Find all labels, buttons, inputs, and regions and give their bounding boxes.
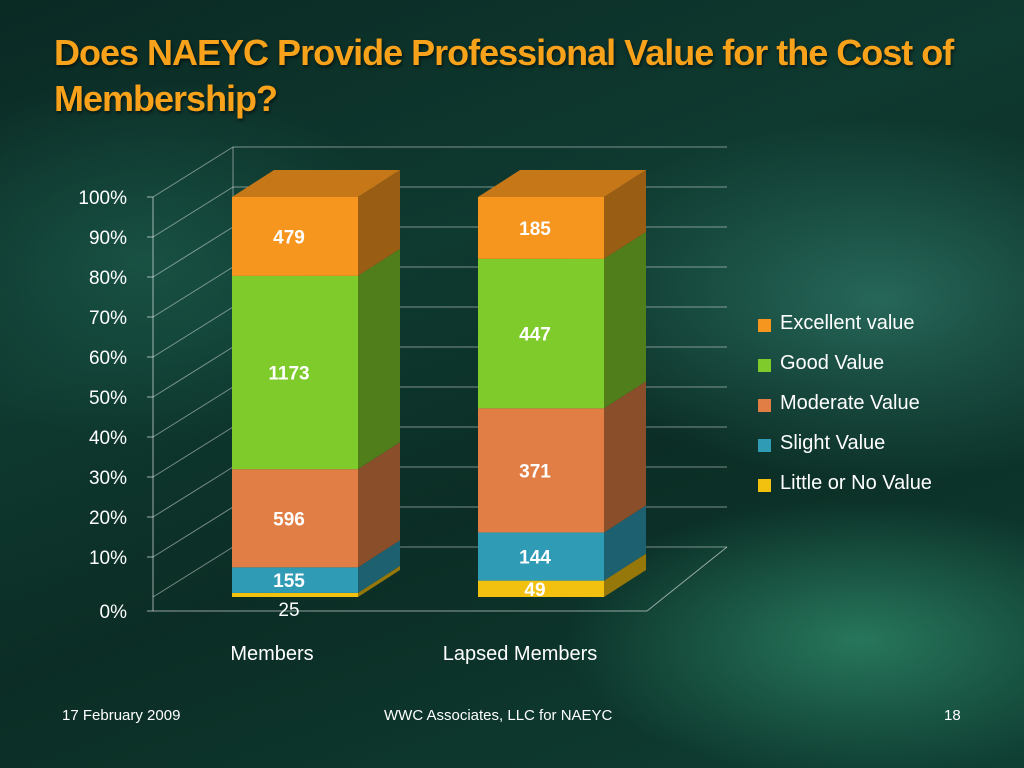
legend-label: Slight Value [780,432,886,454]
y-tick-label: 30% [89,468,127,489]
footer-attribution: WWC Associates, LLC for NAEYC [384,707,613,724]
data-label-moderate-value: 371 [519,461,551,482]
bar-side-excellent-value [358,170,400,276]
gridline-diagonal [152,386,234,438]
y-tick-label: 90% [89,228,127,249]
gridline-diagonal [152,146,234,198]
legend-label: Excellent value [780,312,915,334]
bar-side-little-or-no-value [604,553,646,597]
bar-side-little-or-no-value [358,565,400,597]
bar-side-good-value [358,248,400,470]
legend-label: Moderate Value [780,392,920,414]
gridline-diagonal [152,546,234,598]
bar-segment-moderate-value [232,469,358,568]
bar-top-excellent-value [478,170,646,197]
bar-segment-excellent-value [478,197,604,259]
page-number: 18 [944,707,961,724]
x-category-label: Lapsed Members [443,643,598,665]
gridline-diagonal [152,346,234,398]
y-tick-label: 100% [78,188,127,209]
legend-label: Good Value [780,352,885,374]
data-label-moderate-value: 596 [273,509,305,530]
y-tick-label: 0% [100,602,128,623]
data-label-good-value: 1173 [268,364,309,385]
legend-swatch [758,399,771,412]
bar-top-excellent-value [232,170,400,197]
bar-segment-little-or-no-value [232,592,358,597]
stacked-bar-chart: 0% 10% 20% 30% 40% 50% 60% 70% 80% 90% 100% 25 155 59… [78,146,728,665]
data-label-slight-value: 155 [273,571,305,592]
legend-swatch [758,319,771,332]
data-label-slight-value: 144 [519,548,551,569]
bar-segment-excellent-value [232,197,358,276]
y-tick-label: 20% [89,508,127,529]
y-tick-label: 70% [89,308,127,329]
bar-side-slight-value [604,505,646,581]
bar-side-moderate-value [358,442,400,568]
gridline-diagonal [152,506,234,558]
bar-side-excellent-value [604,170,646,259]
data-label-little-or-no-value: 25 [278,600,299,621]
gridline-diagonal [152,266,234,318]
gridline-diagonal [152,186,234,238]
legend-swatch [758,439,771,452]
bar-segment-slight-value [232,567,358,593]
bar-segment-good-value [232,275,358,470]
y-tick-label: 10% [89,548,127,569]
bar-segment-moderate-value [478,408,604,533]
gridline-diagonal [152,306,234,358]
bar-side-moderate-value [604,381,646,533]
gridline-diagonal [152,226,234,278]
floor-right-edge [646,546,728,612]
data-label-excellent-value: 479 [273,227,305,248]
footer-date: 17 February 2009 [62,707,181,724]
bar-side-good-value [604,231,646,409]
bar-segment-good-value [478,258,604,409]
slide-title: Does NAEYC Provide Professional Value fo… [54,32,954,119]
legend-swatch [758,359,771,372]
legend-label: Little or No Value [780,472,932,494]
y-tick-label: 40% [89,428,127,449]
bar-side-slight-value [358,540,400,593]
gridline-diagonal [152,466,234,518]
data-label-excellent-value: 185 [519,219,551,240]
bar-segment-little-or-no-value [478,580,604,597]
data-label-little-or-no-value: 49 [524,580,545,601]
bar-segment-slight-value [478,532,604,581]
y-tick-label: 60% [89,348,127,369]
y-tick-label: 50% [89,388,127,409]
gridline-diagonal [152,426,234,478]
x-category-label: Members [230,643,313,665]
legend-swatch [758,479,771,492]
y-tick-label: 80% [89,268,127,289]
data-label-good-value: 447 [519,325,551,346]
